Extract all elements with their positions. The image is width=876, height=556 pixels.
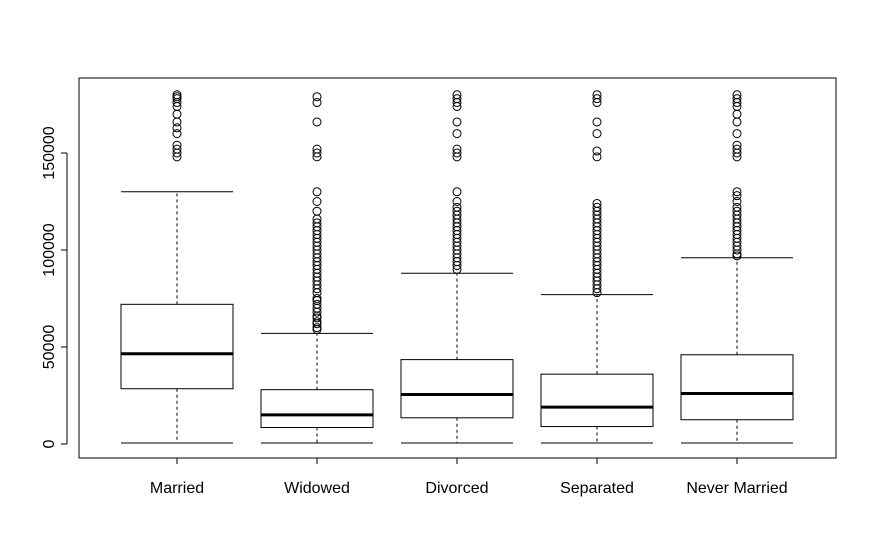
x-tick-label: Never Married xyxy=(686,480,787,497)
y-tick-label: 50000 xyxy=(41,325,58,370)
outlier-point xyxy=(732,206,742,216)
outlier-point xyxy=(592,152,602,162)
y-tick-label: 100000 xyxy=(41,223,58,276)
y-tick-label: 150000 xyxy=(41,126,58,179)
outlier-point xyxy=(312,148,322,158)
box-group xyxy=(680,90,794,444)
outlier-point xyxy=(452,94,462,104)
outlier-point xyxy=(452,148,462,158)
outlier-point xyxy=(172,117,182,127)
outlier-point xyxy=(312,117,322,127)
outlier-point xyxy=(592,94,602,104)
outlier-point xyxy=(172,90,182,100)
outlier-point xyxy=(732,202,742,212)
outlier-point xyxy=(592,90,602,100)
outlier-point xyxy=(592,117,602,127)
outlier-point xyxy=(312,206,322,216)
outlier-point xyxy=(592,146,602,156)
x-tick-label: Separated xyxy=(560,480,634,497)
outlier-point xyxy=(312,98,322,108)
iqr-box xyxy=(540,373,654,428)
outlier-point xyxy=(452,202,462,212)
box-group xyxy=(120,90,234,444)
outlier-point xyxy=(732,197,742,206)
outlier-point xyxy=(452,144,462,154)
outlier-point xyxy=(592,198,602,208)
iqr-box xyxy=(260,389,374,429)
outlier-point xyxy=(452,129,462,139)
outlier-point xyxy=(732,94,742,104)
box-series xyxy=(120,90,794,444)
outlier-point xyxy=(452,197,462,206)
box-group xyxy=(260,92,374,444)
outlier-point xyxy=(312,323,322,333)
outlier-point xyxy=(172,92,182,102)
outlier-point xyxy=(732,187,742,197)
iqr-box xyxy=(680,354,794,421)
outlier-point xyxy=(172,109,182,119)
outlier-point xyxy=(452,90,462,100)
outlier-point xyxy=(312,218,322,228)
outlier-point xyxy=(312,317,322,327)
outlier-point xyxy=(452,187,462,197)
box-group xyxy=(540,90,654,444)
y-tick-label: 0 xyxy=(41,439,58,448)
outlier-point xyxy=(452,206,462,216)
outlier-point xyxy=(312,144,322,154)
box-group xyxy=(400,90,514,444)
outlier-point xyxy=(172,140,182,150)
outlier-point xyxy=(452,117,462,127)
outlier-point xyxy=(592,129,602,139)
iqr-box xyxy=(120,303,234,390)
outlier-point xyxy=(732,144,742,154)
x-tick-label: Married xyxy=(150,480,204,497)
outlier-point xyxy=(732,140,742,150)
outlier-point xyxy=(312,187,322,197)
y-axis: 0 50000 100000 150000 xyxy=(41,126,68,448)
outlier-point xyxy=(732,129,742,139)
outlier-point xyxy=(592,202,602,212)
outlier-point xyxy=(732,90,742,100)
outlier-point xyxy=(732,109,742,119)
outlier-point xyxy=(172,123,182,133)
outlier-point xyxy=(172,144,182,154)
outlier-point xyxy=(172,129,182,139)
outlier-point xyxy=(732,117,742,127)
outlier-point xyxy=(312,299,322,309)
outlier-point xyxy=(312,92,322,102)
outlier-point xyxy=(312,197,322,206)
x-tick-label: Widowed xyxy=(284,480,350,497)
iqr-box xyxy=(400,359,514,419)
x-axis: Married Widowed Divorced Separated Never Mar… xyxy=(150,457,788,497)
outlier-point xyxy=(312,294,322,303)
outlier-point xyxy=(732,191,742,201)
x-tick-label: Divorced xyxy=(425,480,488,497)
